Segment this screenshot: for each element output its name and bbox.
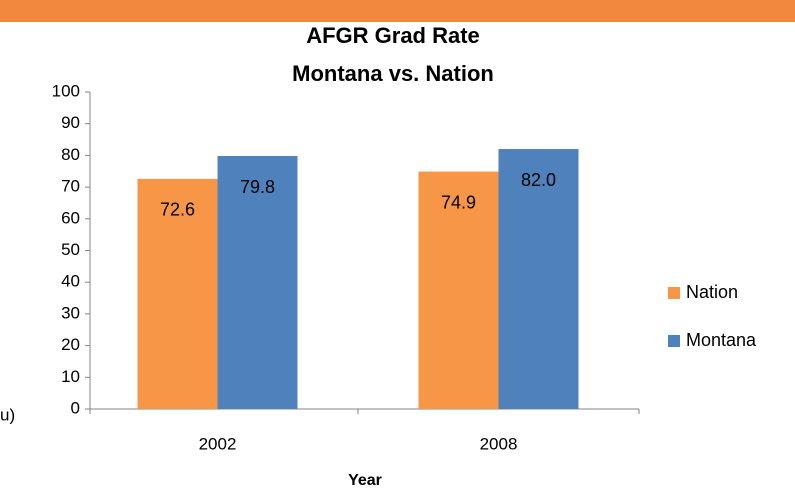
y-tick-label: 0: [71, 398, 80, 417]
bar: [217, 156, 298, 409]
x-axis-label: Year: [348, 472, 382, 489]
y-tick-label: 60: [61, 208, 80, 227]
y-tick-label: 40: [61, 272, 80, 291]
bar: [418, 171, 499, 409]
legend-swatch: [668, 287, 680, 299]
y-tick-label: 70: [61, 177, 80, 196]
top-band: [0, 0, 795, 22]
y-tick-label: 100: [52, 81, 80, 100]
legend-label: Montana: [686, 330, 757, 350]
value-label: 74.9: [441, 192, 476, 212]
y-tick-label: 90: [61, 113, 80, 132]
chart-subtitle: Montana vs. Nation: [292, 61, 494, 86]
value-label: 82.0: [521, 170, 556, 190]
legend-swatch: [668, 335, 680, 347]
annotation: u): [0, 405, 15, 424]
y-tick-label: 20: [61, 335, 80, 354]
value-label: 72.6: [160, 200, 195, 220]
y-tick-label: 10: [61, 367, 80, 386]
legend-label: Nation: [686, 282, 738, 302]
chart-title: AFGR Grad Rate: [306, 23, 480, 48]
x-tick-label: 2008: [480, 434, 518, 453]
x-tick-label: 2002: [199, 434, 237, 453]
y-tick-label: 30: [61, 303, 80, 322]
value-label: 79.8: [240, 177, 275, 197]
y-tick-label: 50: [61, 240, 80, 259]
bar: [137, 178, 218, 409]
y-tick-label: 80: [61, 145, 80, 164]
bar: [498, 149, 579, 409]
